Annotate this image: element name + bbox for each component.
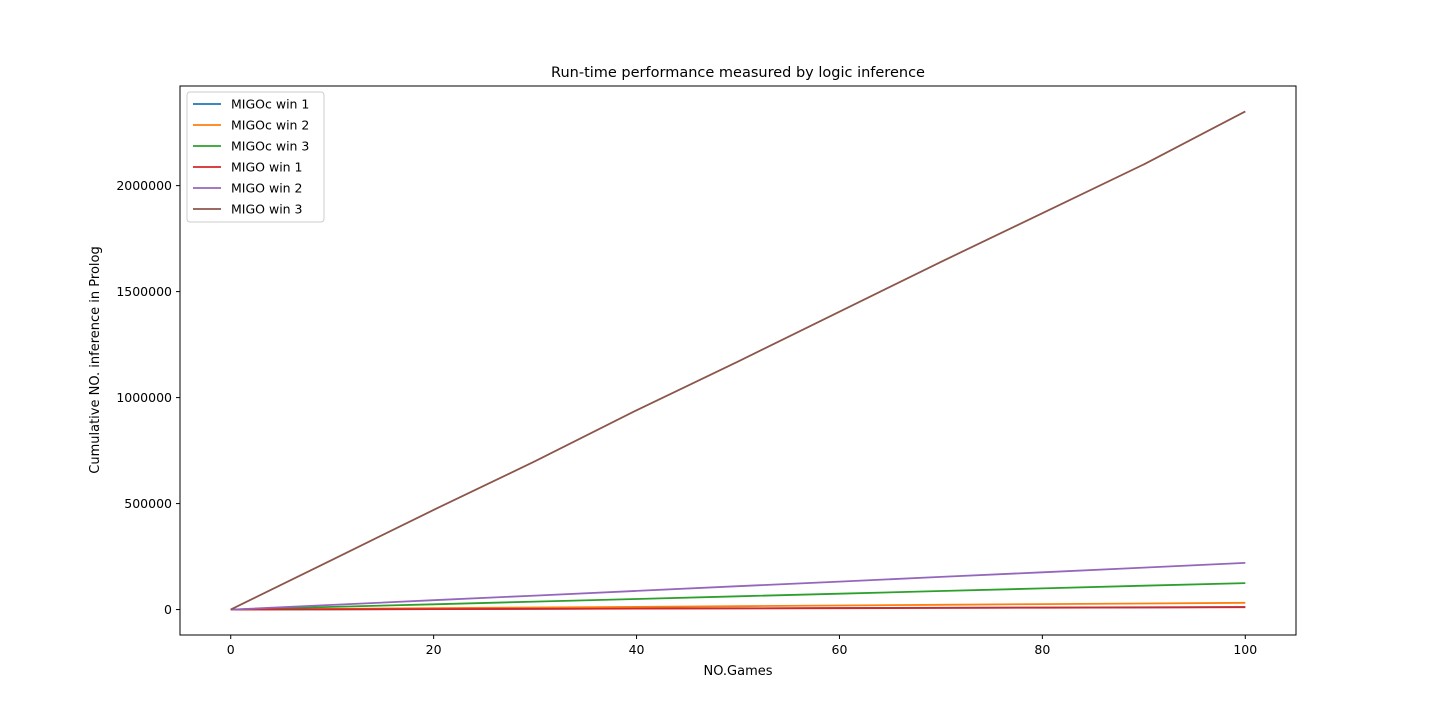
x-tick-label: 60 (832, 642, 848, 657)
legend: MIGOc win 1 MIGOc win 2 MIGOc win 3 MIGO wi… (186, 91, 325, 223)
chart-title: Run-time performance measured by logic i… (551, 65, 925, 81)
legend-box (186, 91, 325, 223)
y-tick-label: 1000000 (116, 390, 172, 405)
legend-label: MIGOc win 2 (231, 118, 309, 133)
y-axis-label: Cumulative NO. inference in Prolog (88, 246, 103, 473)
x-tick-label: 0 (227, 642, 235, 657)
legend-label: MIGOc win 1 (231, 97, 309, 112)
y-tick-label: 0 (164, 602, 172, 617)
x-axis-label: NO.Games (703, 664, 772, 679)
series-lines (230, 110, 1246, 611)
legend-label: MIGOc win 3 (231, 139, 309, 154)
y-tick-label: 1500000 (116, 284, 172, 299)
y-tick-label: 500000 (124, 496, 172, 511)
x-tick-label: 100 (1233, 642, 1257, 657)
y-axis-ticks: 0 500000 1000000 1500000 2000000 (116, 178, 180, 617)
x-tick-label: 40 (629, 642, 645, 657)
legend-label: MIGO win 3 (231, 202, 303, 217)
series-line-migo-win-3 (230, 110, 1246, 611)
y-tick-label: 2000000 (116, 178, 172, 193)
x-axis-ticks: 0 20 40 60 80 100 (227, 635, 1257, 657)
series-line-migo-win-1 (230, 606, 1246, 611)
series-line-migo-win-2 (230, 562, 1246, 611)
x-tick-label: 80 (1034, 642, 1050, 657)
legend-label: MIGO win 1 (231, 160, 303, 175)
legend-label: MIGO win 2 (231, 181, 303, 196)
x-tick-label: 20 (426, 642, 442, 657)
series-line-migoc-win-3 (230, 582, 1246, 611)
plot-area (179, 85, 1297, 636)
